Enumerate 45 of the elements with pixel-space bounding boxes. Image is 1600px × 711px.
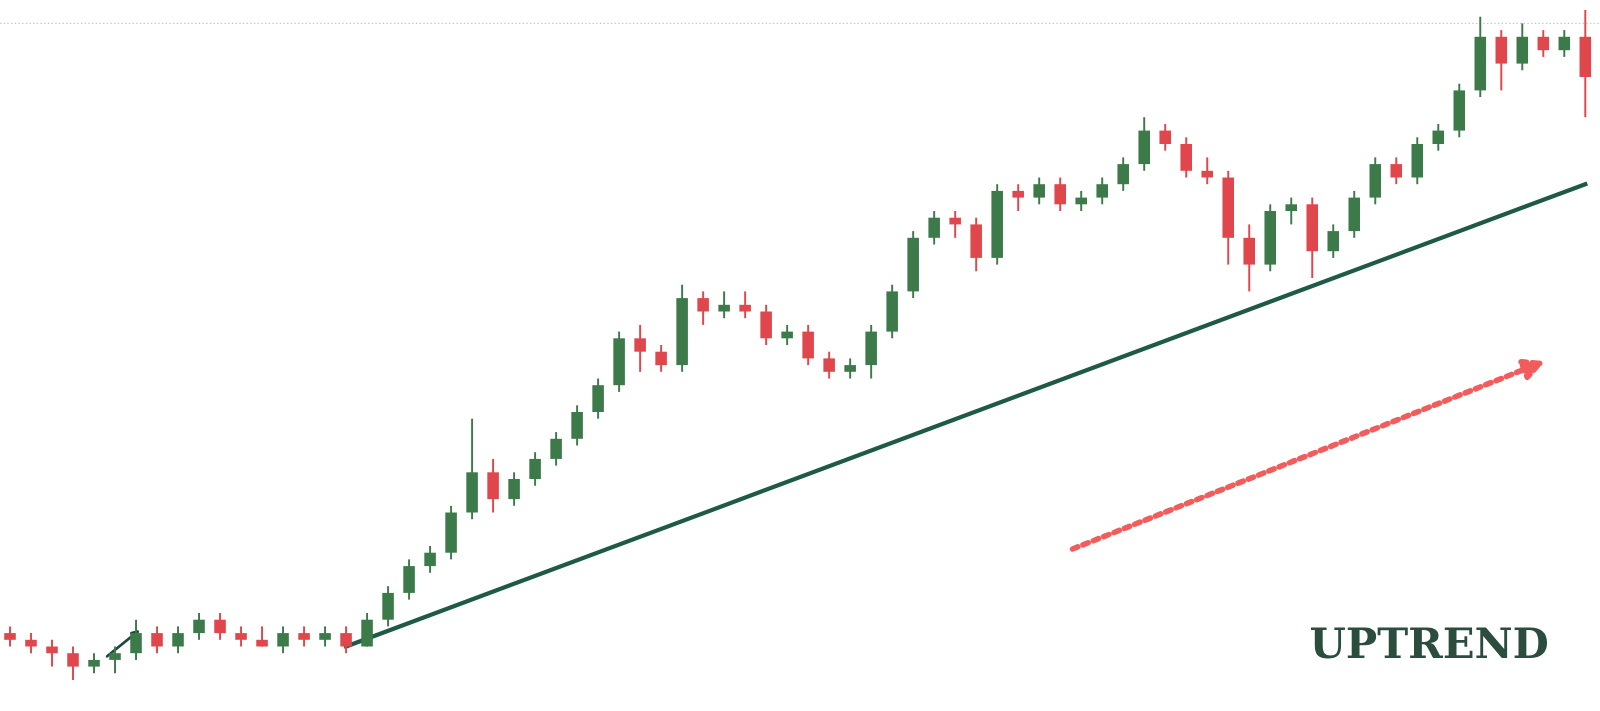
- candlestick: [172, 625, 184, 655]
- candlestick: [298, 625, 310, 648]
- candlestick: [1159, 122, 1171, 152]
- candlestick: [823, 350, 835, 380]
- candlestick: [193, 612, 205, 641]
- candlestick: [1390, 156, 1403, 186]
- candlestick: [1054, 176, 1066, 212]
- candlestick: [319, 625, 331, 648]
- candlestick: [1117, 156, 1129, 192]
- candlestick: [4, 625, 16, 648]
- candlestick: [634, 323, 646, 373]
- candlestick: [340, 625, 352, 655]
- annotation: UPTREND: [1310, 627, 1548, 659]
- candlestick: [529, 451, 541, 487]
- candlestick: [277, 625, 289, 655]
- candlestick: [1327, 223, 1340, 259]
- candlestick: [235, 625, 247, 648]
- candlestick: [781, 323, 793, 346]
- candlestick: [844, 357, 856, 380]
- candlestick: [424, 545, 436, 574]
- candlestick: [256, 625, 268, 648]
- candlestick: [655, 344, 667, 373]
- candlestick: [949, 210, 961, 239]
- candlestick: [550, 431, 562, 467]
- candlestick: [739, 290, 751, 320]
- candlestick: [718, 290, 730, 320]
- candlestick: [214, 612, 226, 641]
- candlestick: [508, 471, 520, 507]
- candlestick: [151, 625, 163, 655]
- candlestick: [1285, 196, 1298, 226]
- candlestick: [1537, 29, 1550, 58]
- candlestick: [1558, 29, 1571, 58]
- candlestick: [109, 645, 121, 675]
- candlestick: [1075, 189, 1087, 212]
- candlestick: [697, 290, 709, 326]
- candlestick: [67, 645, 79, 680]
- candlestick: [1201, 156, 1213, 186]
- candlestick: [88, 652, 100, 675]
- candlestick: [25, 632, 37, 655]
- candlestick: [928, 210, 940, 246]
- candlestick: [46, 638, 58, 668]
- candlestick: [1432, 122, 1445, 152]
- candlestick: [1012, 183, 1024, 212]
- candlestick: [1096, 176, 1108, 206]
- candlestick: [1033, 176, 1045, 206]
